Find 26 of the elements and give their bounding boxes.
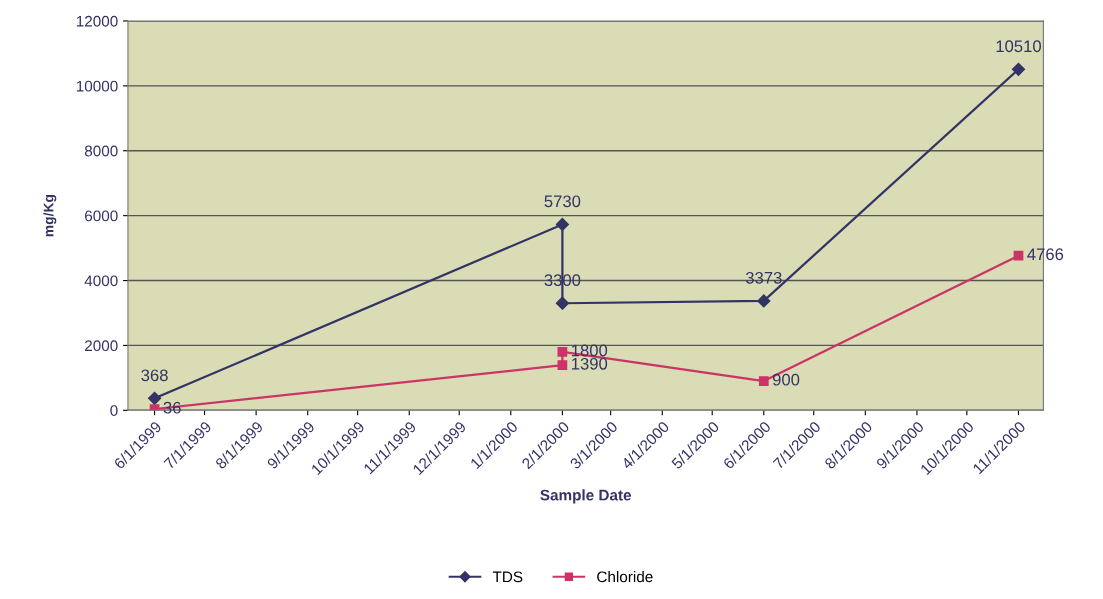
legend-label: Chloride <box>597 571 653 583</box>
data-label: 1390 <box>571 357 608 370</box>
point <box>555 217 569 231</box>
point <box>557 347 568 357</box>
data-label: 368 <box>141 369 168 382</box>
point <box>557 360 568 371</box>
point <box>758 376 769 386</box>
data-label: 1800 <box>571 344 608 357</box>
x-axis-title: Sample Date <box>540 489 632 504</box>
point <box>1013 250 1024 261</box>
y-tick-label: 0 <box>110 405 118 416</box>
y-tick-label: 10000 <box>76 80 118 92</box>
point <box>147 391 162 405</box>
data-label: 5730 <box>544 195 581 208</box>
y-axis-title: mg/Kg <box>43 194 57 237</box>
y-tick-label: 4000 <box>84 275 118 287</box>
data-label: 900 <box>772 373 800 386</box>
legend-label: TDS <box>492 571 523 583</box>
y-tick-label: 12000 <box>76 15 118 27</box>
point <box>1011 62 1026 76</box>
y-tick-label: 6000 <box>85 210 118 222</box>
point <box>757 294 771 308</box>
data-label: 10510 <box>996 40 1041 53</box>
point <box>555 296 569 310</box>
y-tick-label: 2000 <box>85 340 118 352</box>
y-tick-label: 8000 <box>84 145 118 157</box>
